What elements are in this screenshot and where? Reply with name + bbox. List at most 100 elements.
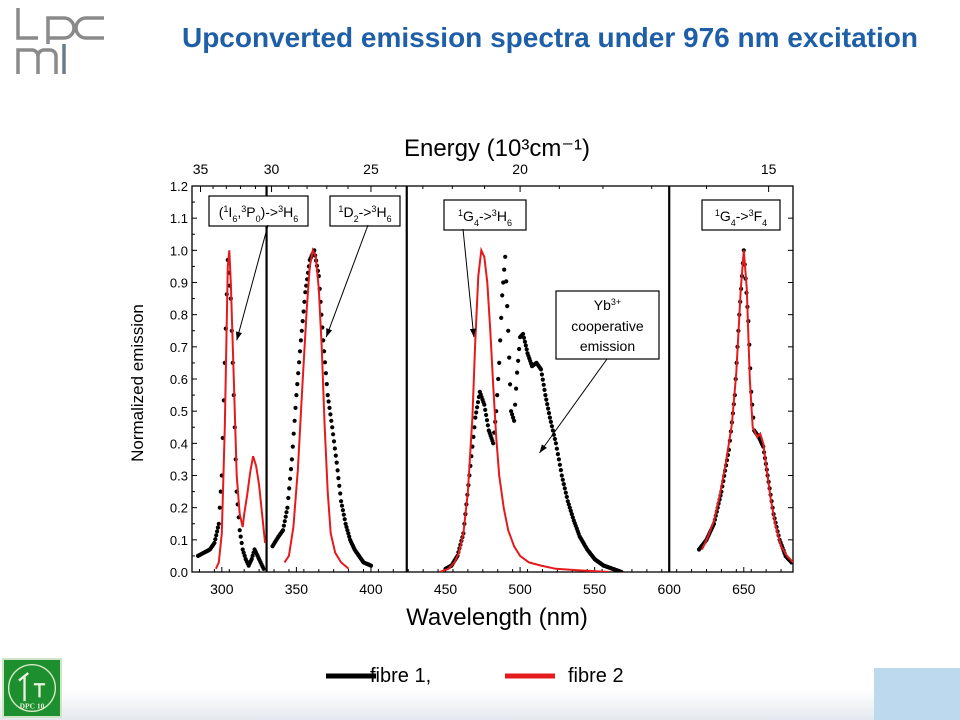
fibre1-point bbox=[287, 486, 292, 491]
dpc-emblem: DPC 10 bbox=[2, 658, 62, 718]
fibre1-point bbox=[561, 482, 566, 487]
fibre1-point bbox=[336, 476, 341, 481]
x-tick-label: 600 bbox=[658, 581, 682, 597]
x-tick-label: 650 bbox=[732, 581, 756, 597]
fibre1-point bbox=[238, 534, 243, 539]
fibre1-point bbox=[507, 355, 512, 360]
fibre1-point bbox=[295, 382, 300, 387]
top-tick-label: 30 bbox=[264, 161, 280, 177]
fibre1-point bbox=[499, 315, 504, 320]
fibre1-point bbox=[293, 405, 298, 410]
fibre1-point bbox=[297, 349, 303, 354]
fibre1-point bbox=[563, 490, 568, 495]
fibre1-point bbox=[485, 423, 490, 428]
fibre1-point bbox=[540, 377, 545, 382]
fibre1-point bbox=[524, 347, 529, 352]
annotation-arrow bbox=[325, 224, 369, 338]
fibre1-point bbox=[344, 524, 349, 530]
fibre1-point bbox=[331, 432, 336, 437]
fibre2-series bbox=[214, 246, 793, 572]
fibre1-point bbox=[368, 563, 374, 568]
top-tick-label: 20 bbox=[512, 161, 528, 177]
x-tick-label: 550 bbox=[583, 581, 607, 597]
fibre1-point bbox=[472, 425, 477, 430]
fibre1-point bbox=[548, 419, 554, 424]
fibre1-point bbox=[288, 476, 293, 481]
fibre1-point bbox=[240, 547, 245, 552]
fibre1-point bbox=[322, 360, 328, 365]
fibre1-point bbox=[496, 376, 501, 382]
fibre1-point bbox=[237, 528, 242, 533]
y-tick-label: 0.5 bbox=[170, 404, 188, 419]
fibre1-point bbox=[555, 452, 561, 457]
fibre1-point bbox=[324, 382, 329, 387]
fibre1-point bbox=[491, 441, 496, 446]
fibre1-point bbox=[549, 424, 555, 429]
fibre1-point bbox=[513, 402, 518, 407]
fibre1-point bbox=[284, 510, 289, 515]
annotation-label: cooperative bbox=[571, 318, 644, 334]
fibre1-point bbox=[567, 505, 572, 510]
fibre1-point bbox=[299, 328, 304, 333]
fibre1-point bbox=[345, 528, 350, 533]
fibre1-point bbox=[337, 483, 342, 488]
fibre1-point bbox=[539, 372, 545, 377]
emission-spectra-chart: 0.0 0.1 0.2 0.3 0.4 0.5 0.6 0.7 0.8 0.9 1.0 1.1 1.2 3… bbox=[128, 135, 794, 687]
fibre1-point bbox=[504, 279, 509, 284]
fibre1-point bbox=[288, 467, 294, 472]
fibre1-point bbox=[541, 382, 546, 387]
fibre1-point bbox=[544, 397, 549, 402]
fibre1-point bbox=[516, 358, 521, 363]
fibre1-point bbox=[296, 371, 301, 376]
annotation-box bbox=[701, 199, 781, 231]
lpcm-logo bbox=[16, 8, 104, 74]
fibre1-point bbox=[329, 418, 334, 423]
fibre1-point bbox=[302, 299, 307, 304]
fibre1-point bbox=[334, 460, 339, 465]
y-axis-title: Normalized emission bbox=[128, 304, 147, 462]
fibre1-point bbox=[503, 254, 508, 259]
annotation-arrow bbox=[539, 358, 608, 454]
fibre1-point bbox=[569, 511, 574, 517]
fibre1-point bbox=[553, 441, 559, 446]
fibre1-point bbox=[506, 328, 511, 333]
fibre1-point bbox=[214, 533, 219, 538]
fibre1-point bbox=[542, 387, 547, 392]
fibre1-point bbox=[215, 525, 220, 530]
fibre1-point bbox=[502, 267, 507, 272]
fibre1-point bbox=[286, 495, 291, 501]
fibre1-point bbox=[323, 371, 328, 376]
top-tick-label: 35 bbox=[193, 161, 209, 177]
fibre1-point bbox=[250, 553, 255, 559]
y-tick-label: 1.1 bbox=[170, 211, 188, 226]
fibre1-point bbox=[497, 360, 502, 365]
fibre1-point bbox=[213, 537, 218, 542]
annotation-label: 1G4->3H6 bbox=[458, 208, 512, 228]
arrow-head bbox=[326, 328, 333, 338]
fibre1-point bbox=[280, 528, 286, 533]
annotation-label: Yb3+ bbox=[594, 297, 621, 313]
fibre1-point bbox=[332, 446, 337, 451]
slide-title: Upconverted emission spectra under 976 n… bbox=[181, 22, 918, 53]
fibre1-point bbox=[338, 491, 343, 496]
top-tick-label: 15 bbox=[761, 161, 777, 177]
fibre1-point bbox=[545, 402, 550, 407]
fibre1-point bbox=[325, 393, 330, 398]
fibre1-point bbox=[619, 569, 624, 572]
fibre1-point bbox=[517, 346, 522, 352]
fibre1-point bbox=[330, 425, 335, 430]
x-axis-title: Wavelength (nm) bbox=[406, 604, 588, 631]
fibre1-point bbox=[341, 512, 346, 517]
fibre1-point bbox=[562, 486, 567, 491]
fibre1-point bbox=[215, 529, 220, 534]
fibre1-point bbox=[483, 407, 488, 412]
arrow-head bbox=[469, 328, 477, 338]
fibre1-point bbox=[281, 523, 286, 528]
y-tick-label: 1.0 bbox=[170, 243, 188, 258]
fibre1-point bbox=[498, 338, 503, 343]
arrow-head bbox=[235, 331, 242, 341]
fibre1-point bbox=[328, 412, 333, 417]
annotation-box bbox=[208, 195, 309, 227]
fibre1-point bbox=[326, 399, 331, 404]
fibre1-point bbox=[218, 489, 223, 494]
